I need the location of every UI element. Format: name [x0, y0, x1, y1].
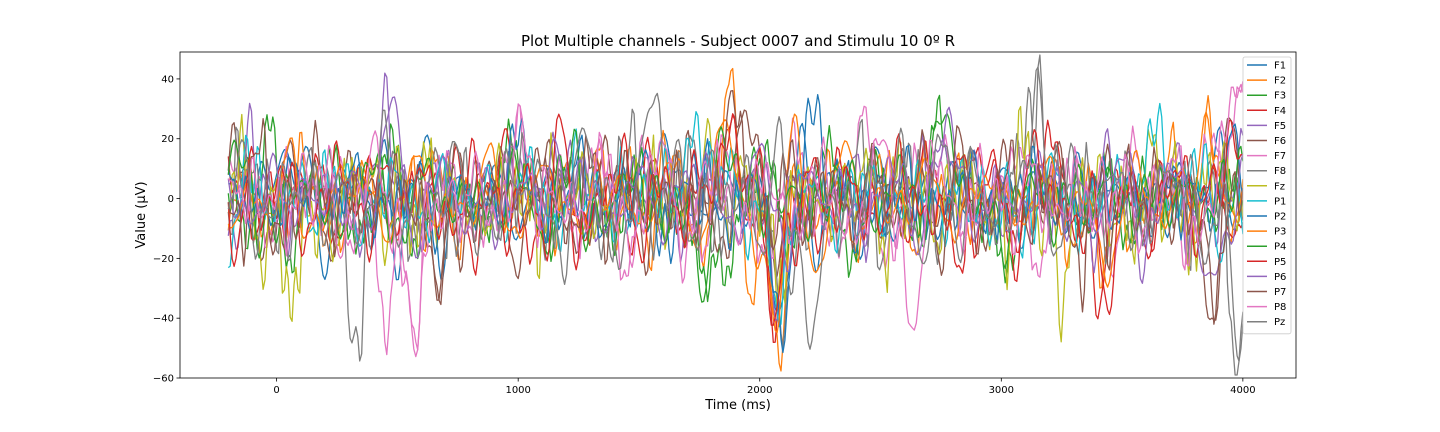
- legend-label: Fz: [1274, 181, 1285, 192]
- y-tick-label: −20: [153, 254, 174, 265]
- legend-box: [1242, 56, 1292, 335]
- legend-label: P1: [1274, 196, 1286, 207]
- legend-label: P4: [1274, 242, 1286, 253]
- legend: F1 F2 F3 F4 F5 F6 F7 F8 Fz P1 P2 P3 P4 P5 P6 P7 P8 Pz: [1242, 56, 1292, 335]
- y-axis: −60 −40 −20 0 20 40: [153, 74, 180, 385]
- legend-label: F5: [1274, 121, 1286, 132]
- x-tick-label: 0: [273, 385, 279, 396]
- series-line-pz: [227, 66, 1244, 362]
- series-line-p5: [227, 113, 1243, 326]
- legend-label: P5: [1274, 257, 1286, 268]
- x-axis: 0 1000 2000 3000 4000: [273, 378, 1256, 396]
- series-layer: [227, 54, 1244, 376]
- legend-label: F6: [1274, 136, 1286, 147]
- series-line-p7: [227, 89, 1244, 325]
- y-axis-title: Value (µV): [134, 181, 149, 248]
- plot-area-frame: [179, 51, 1297, 379]
- legend-label: Pz: [1274, 317, 1285, 328]
- chart-title: Plot Multiple channels - Subject 0007 an…: [521, 32, 955, 50]
- legend-label: F3: [1274, 91, 1286, 102]
- legend-label: F8: [1274, 166, 1286, 177]
- y-tick-label: −60: [153, 374, 174, 385]
- series-line-f8: [227, 54, 1244, 376]
- legend-label: P8: [1274, 302, 1286, 313]
- legend-label: P2: [1274, 212, 1286, 223]
- series-line-p6: [227, 96, 1244, 284]
- y-tick-label: 20: [161, 134, 174, 145]
- x-axis-title: Time (ms): [704, 398, 771, 413]
- y-tick-label: 0: [168, 194, 174, 205]
- legend-label: F7: [1274, 151, 1286, 162]
- series-line-f3: [227, 94, 1244, 303]
- series-line-fz: [227, 105, 1244, 343]
- x-tick-label: 1000: [505, 385, 530, 396]
- legend-label: F4: [1274, 106, 1286, 117]
- legend-label: P6: [1274, 272, 1286, 283]
- x-tick-label: 3000: [989, 385, 1014, 396]
- legend-label: P3: [1274, 227, 1286, 238]
- legend-label: F1: [1274, 61, 1286, 72]
- y-tick-label: −40: [153, 314, 174, 325]
- legend-label: P7: [1274, 287, 1286, 298]
- y-tick-label: 40: [161, 74, 174, 85]
- x-tick-label: 4000: [1230, 385, 1255, 396]
- legend-label: F2: [1274, 76, 1286, 87]
- x-tick-label: 2000: [747, 385, 772, 396]
